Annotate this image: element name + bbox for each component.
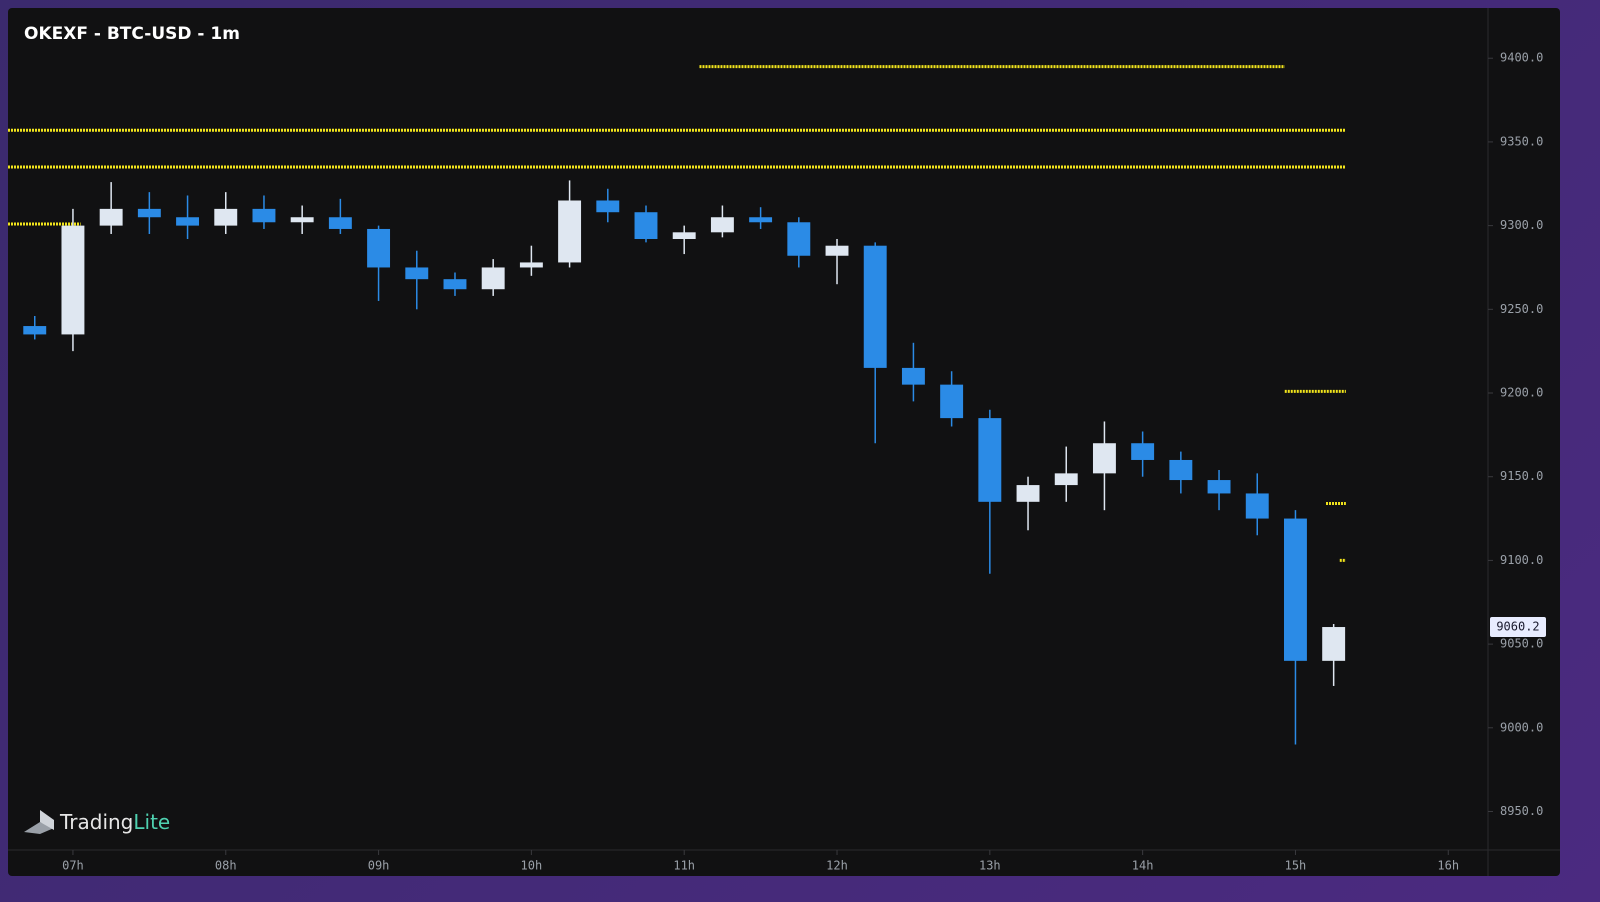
candle-body [405,267,429,280]
chart-title: OKEXF - BTC-USD - 1m [24,24,240,44]
candle-body [863,245,887,368]
candle-body [596,200,620,213]
candle-body [481,267,505,290]
x-tick-label: 13h [979,859,1001,873]
candle-body [1131,443,1155,460]
candle-body [1207,480,1231,494]
x-tick-label: 07h [62,859,84,873]
candle-body [443,279,467,290]
watermark: TradingLite [24,810,170,834]
y-tick-label: 8950.0 [1500,804,1543,818]
x-tick-label: 14h [1132,859,1154,873]
x-tick-label: 11h [673,859,695,873]
y-tick-label: 9200.0 [1500,386,1543,400]
candle-body [252,208,276,223]
candle-body [328,217,352,229]
candle-body [672,232,696,240]
candle-body [787,222,811,256]
watermark-part: Trading [59,810,133,834]
y-tick-label: 9300.0 [1500,218,1543,232]
x-tick-label: 12h [826,859,848,873]
candle-body [61,225,85,335]
candle-body [99,208,123,226]
watermark-text: TradingLite [59,810,170,834]
plot-area [8,65,1346,745]
x-tick-label: 10h [521,859,543,873]
last-price-label: 9060.2 [1496,620,1539,634]
candle-body [825,245,849,256]
y-tick-label: 9350.0 [1500,134,1543,148]
candle-body [978,418,1002,502]
candle-body [176,217,200,226]
candle-body [1245,493,1269,519]
x-tick-label: 15h [1285,859,1307,873]
last-price-tag [1490,617,1546,638]
candle-body [634,212,658,240]
candle-body [214,208,238,226]
chart-panel [8,8,1560,876]
y-tick-label: 9000.0 [1500,720,1543,734]
y-tick-label: 9050.0 [1500,637,1543,651]
y-tick-label: 9400.0 [1500,51,1543,65]
candle-body [1092,443,1116,474]
y-tick-label: 9150.0 [1500,469,1543,483]
candle-body [1016,485,1040,502]
candle-body [137,208,161,218]
candle-body [901,367,925,385]
candle-body [558,200,582,263]
watermark-part: Lite [133,810,170,834]
candle-body [1322,627,1346,661]
y-tick-label: 9250.0 [1500,302,1543,316]
candle-body [1169,459,1193,481]
candle-body [1283,518,1307,661]
candle-body [367,228,391,268]
candle-body [519,262,543,268]
x-tick-label: 09h [368,859,390,873]
candle-body [940,384,964,419]
candle-body [749,217,773,223]
candle-body [710,217,734,233]
candle-body [290,217,314,223]
candle-body [23,326,47,335]
x-tick-label: 08h [215,859,237,873]
x-tick-label: 16h [1437,859,1459,873]
logo [40,810,54,830]
y-tick-label: 9100.0 [1500,553,1543,567]
candle-body [1054,473,1078,486]
